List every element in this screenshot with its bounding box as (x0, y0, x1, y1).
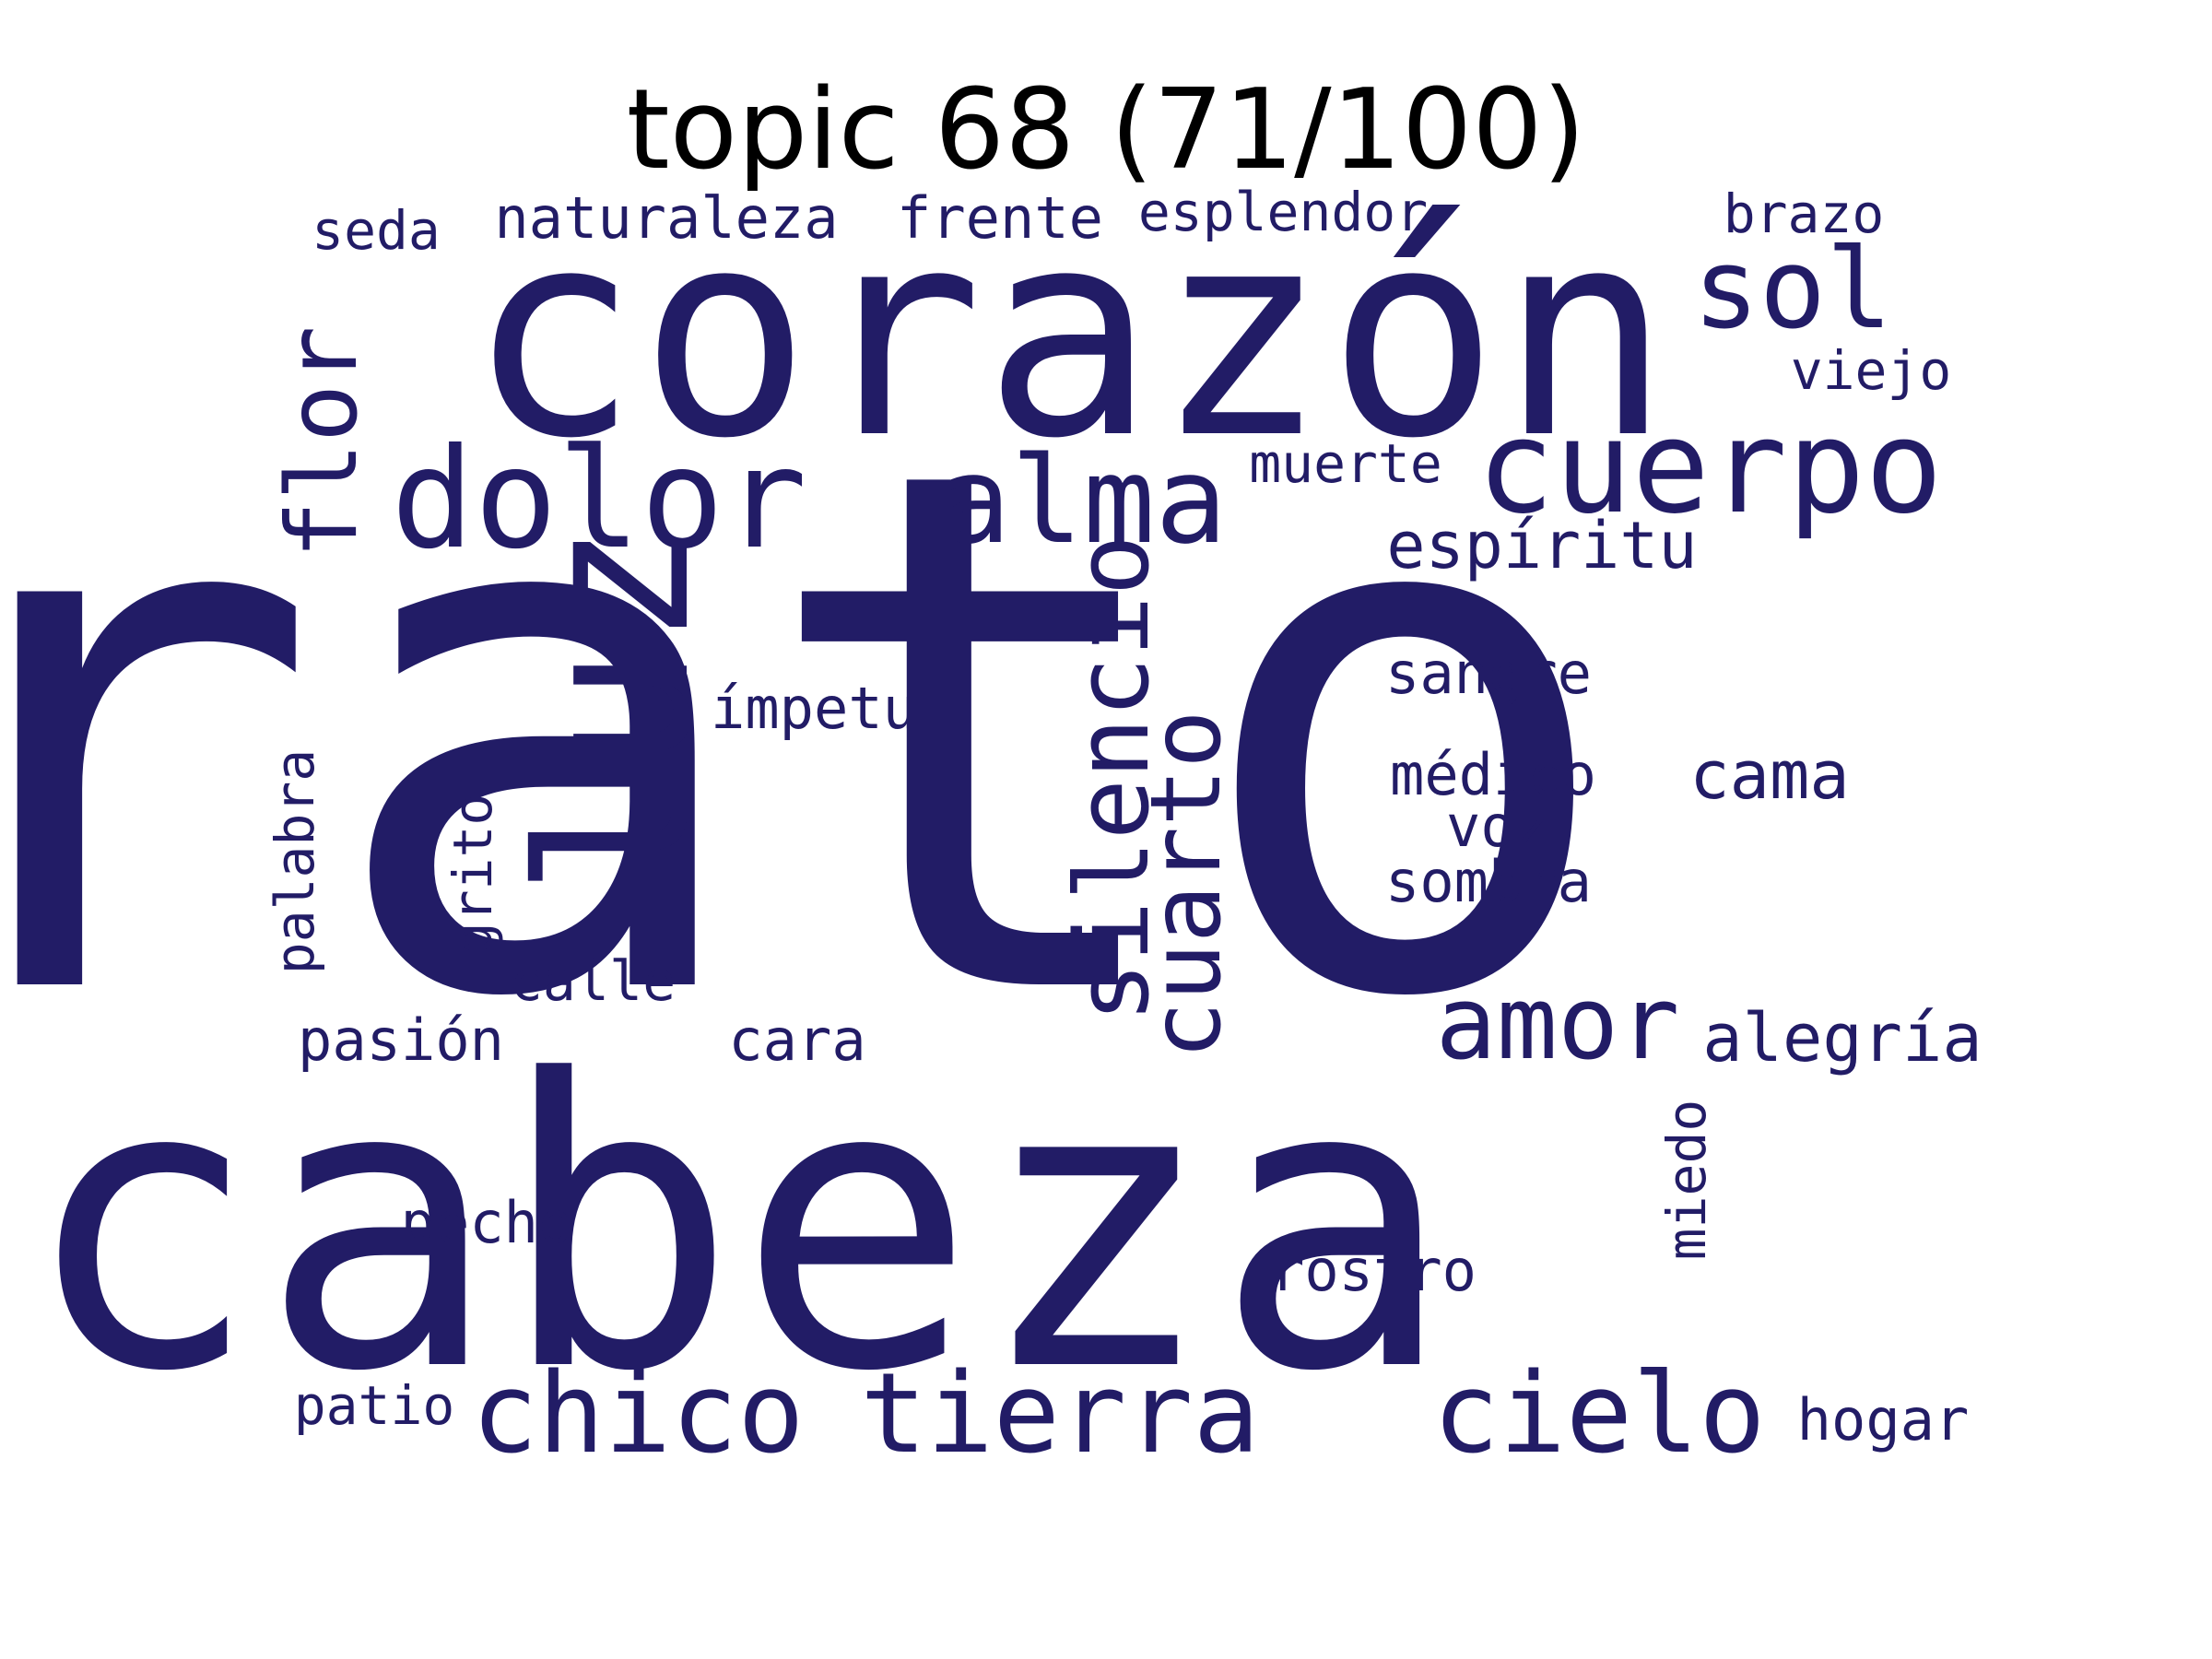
word-chico: chico (471, 1350, 804, 1478)
word-alegría: alegría (1702, 999, 1982, 1077)
word-sombra: sombra (1385, 848, 1592, 915)
word-patio: patio (294, 1374, 455, 1437)
word-tierra: tierra (860, 1350, 1259, 1478)
word-voz: voz (1446, 793, 1549, 860)
word-brazo: brazo (1724, 182, 1885, 245)
word-médico: médico (1390, 741, 1596, 808)
word-dolor: dolor (391, 419, 807, 580)
word-cuerpo: cuerpo (1477, 393, 1943, 543)
word-silencio: silencio (1053, 535, 1171, 1023)
word-muerte: muerte (1249, 432, 1442, 495)
word-calle: calle (510, 949, 677, 1014)
figure-title: topic 68 (71/100) (626, 66, 1586, 194)
word-sol: sol (1693, 226, 1893, 354)
word-espíritu: espíritu (1386, 508, 1697, 583)
word-frente: frente (897, 184, 1103, 252)
word-grito: grito (441, 794, 504, 955)
word-pasión: pasión (298, 1006, 504, 1074)
word-sangre: sangre (1385, 640, 1592, 707)
word-viejo: viejo (1791, 339, 1952, 402)
word-cara: cara (728, 1006, 865, 1074)
word-corazón: corazón (467, 169, 1671, 501)
word-cuarto: cuarto (1130, 710, 1242, 1059)
word-cielo: cielo (1432, 1350, 1765, 1478)
word-cabeza: cabeza (21, 997, 1453, 1458)
word-esplendor: esplendor (1138, 181, 1428, 243)
word-pecho: pecho (401, 1189, 573, 1256)
word-rostro: rostro (1270, 1237, 1477, 1304)
word-flor: flor (266, 326, 379, 559)
word-palabra: palabra (264, 749, 326, 974)
word-miedo: miedo (1655, 1100, 1718, 1261)
word-alma: alma (938, 430, 1227, 571)
word-ímpetu: ímpetu (711, 675, 917, 742)
word-seda: seda (312, 199, 441, 262)
word-cama: cama (1689, 736, 1849, 814)
word-luz: luz (495, 523, 736, 897)
word-amor: amor (1436, 964, 1680, 1082)
word-rato: rato (0, 317, 1621, 1154)
word-naturaleza: naturaleza (494, 184, 838, 252)
word-hogar: hogar (1797, 1386, 1970, 1453)
